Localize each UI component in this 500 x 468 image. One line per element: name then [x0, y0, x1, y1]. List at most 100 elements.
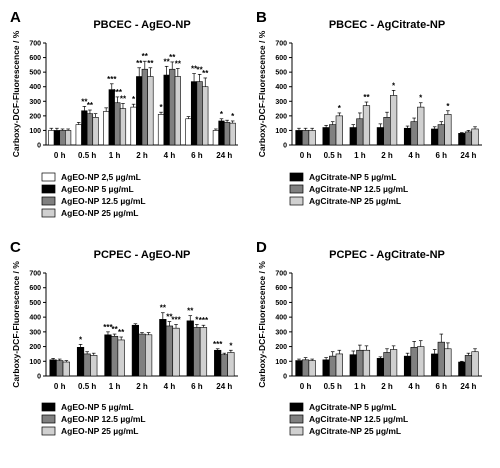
y-axis-label: Carboxy-DCF-Fluorescence / % — [11, 261, 21, 388]
legend-swatch — [41, 184, 56, 194]
significance-label: * — [229, 341, 233, 350]
y-tick-label: 500 — [29, 300, 41, 307]
x-tick-label: 1 h — [354, 382, 366, 391]
significance-label: * — [338, 104, 342, 113]
x-tick-label: 6 h — [436, 382, 448, 391]
bar — [335, 353, 343, 377]
bar — [49, 359, 57, 377]
y-tick-label: 200 — [275, 113, 287, 120]
bar — [444, 348, 452, 377]
significance-label: *** — [199, 316, 209, 325]
bar — [165, 325, 174, 377]
bar — [103, 111, 110, 146]
x-tick-label: 0 h — [300, 382, 312, 391]
panel-letter: A — [10, 9, 21, 26]
panel-b: B PBCEC - AgCitrate-NP 0 100 200 300 400 500 600… — [256, 9, 482, 206]
y-tick-label: 200 — [275, 344, 287, 351]
significance-label: ** — [136, 59, 143, 68]
bar — [83, 353, 91, 377]
x-tick-label: 0 h — [54, 151, 66, 160]
legend-label: AgCitrate-NP 5 µg/mL — [309, 172, 396, 182]
bar — [389, 349, 398, 377]
bar — [417, 106, 425, 146]
bar — [329, 355, 337, 377]
bar — [62, 361, 70, 377]
y-tick-label: 400 — [275, 315, 287, 322]
bar — [130, 106, 137, 146]
significance-label: *** — [113, 88, 123, 97]
x-tick-label: 0 h — [300, 151, 312, 160]
bar — [301, 130, 310, 146]
legend-label: AgEO-NP 12.5 µg/mL — [61, 196, 146, 206]
bar — [212, 130, 219, 146]
bar — [410, 121, 418, 146]
bar — [138, 333, 146, 377]
bar — [185, 118, 192, 146]
x-tick-label: 1 h — [354, 151, 366, 160]
legend-swatch — [41, 208, 56, 218]
bar — [172, 327, 180, 377]
bar — [145, 334, 153, 377]
y-tick-label: 700 — [275, 41, 287, 48]
significance-label: *** — [213, 340, 223, 349]
legend: AgCitrate-NP 5 µg/mL AgCitrate-NP 12.5 µg… — [289, 402, 408, 436]
bar — [108, 89, 115, 146]
bar — [464, 355, 473, 377]
significance-label: * — [79, 335, 83, 344]
significance-label: * — [231, 112, 235, 121]
legend-label: AgCitrate-NP 5 µg/mL — [309, 402, 396, 412]
bar — [131, 324, 140, 377]
bar — [59, 130, 66, 146]
bar — [301, 359, 310, 377]
significance-label: ** — [175, 60, 182, 69]
y-tick-label: 100 — [29, 128, 41, 135]
bar — [90, 355, 98, 377]
bar — [437, 341, 445, 377]
bar — [444, 114, 452, 146]
y-tick-label: 500 — [275, 70, 287, 77]
y-tick-label: 300 — [29, 329, 41, 336]
legend-swatch — [41, 172, 56, 182]
bar — [349, 354, 357, 377]
x-tick-label: 2 h — [136, 151, 148, 160]
bar — [163, 74, 170, 146]
significance-label: ** — [147, 59, 154, 68]
bar — [308, 130, 316, 146]
bar — [190, 81, 198, 146]
y-tick-label: 0 — [37, 374, 41, 381]
bar — [196, 81, 203, 146]
y-tick-label: 0 — [283, 143, 287, 150]
y-tick-label: 600 — [275, 55, 287, 62]
bar — [376, 358, 385, 377]
bar — [169, 68, 176, 146]
significance-label: ** — [363, 93, 370, 102]
bar — [218, 120, 225, 146]
chart-title: PBCEC - AgEO-NP — [93, 19, 190, 31]
y-tick-label: 400 — [29, 315, 41, 322]
legend-swatch — [41, 196, 56, 206]
legend-swatch — [41, 402, 56, 412]
x-tick-label: 2 h — [381, 151, 393, 160]
significance-label: * — [220, 110, 224, 119]
x-tick-label: 24 h — [216, 382, 232, 391]
legend: AgCitrate-NP 5 µg/mL AgCitrate-NP 12.5 µg… — [289, 172, 408, 206]
bar — [119, 108, 127, 146]
bar — [335, 115, 343, 146]
significance-label: ** — [142, 52, 149, 61]
x-tick-label: 0 h — [54, 382, 66, 391]
significance-label: * — [159, 103, 163, 112]
y-tick-label: 700 — [29, 271, 41, 278]
significance-label: ** — [160, 304, 167, 313]
bar — [329, 124, 337, 146]
x-tick-label: 24 h — [460, 382, 476, 391]
legend-label: AgEO-NP 5 µg/mL — [61, 184, 134, 194]
bar — [295, 130, 303, 146]
x-tick-label: 1 h — [109, 151, 121, 160]
chart-title: PBCEC - AgCitrate-NP — [329, 19, 445, 31]
bar — [389, 95, 398, 146]
y-tick-label: 100 — [275, 359, 287, 366]
legend-label: AgCitrate-NP 25 µg/mL — [309, 426, 401, 436]
bar — [214, 349, 222, 377]
significance-label: ** — [164, 57, 171, 66]
legend-swatch — [289, 414, 304, 424]
